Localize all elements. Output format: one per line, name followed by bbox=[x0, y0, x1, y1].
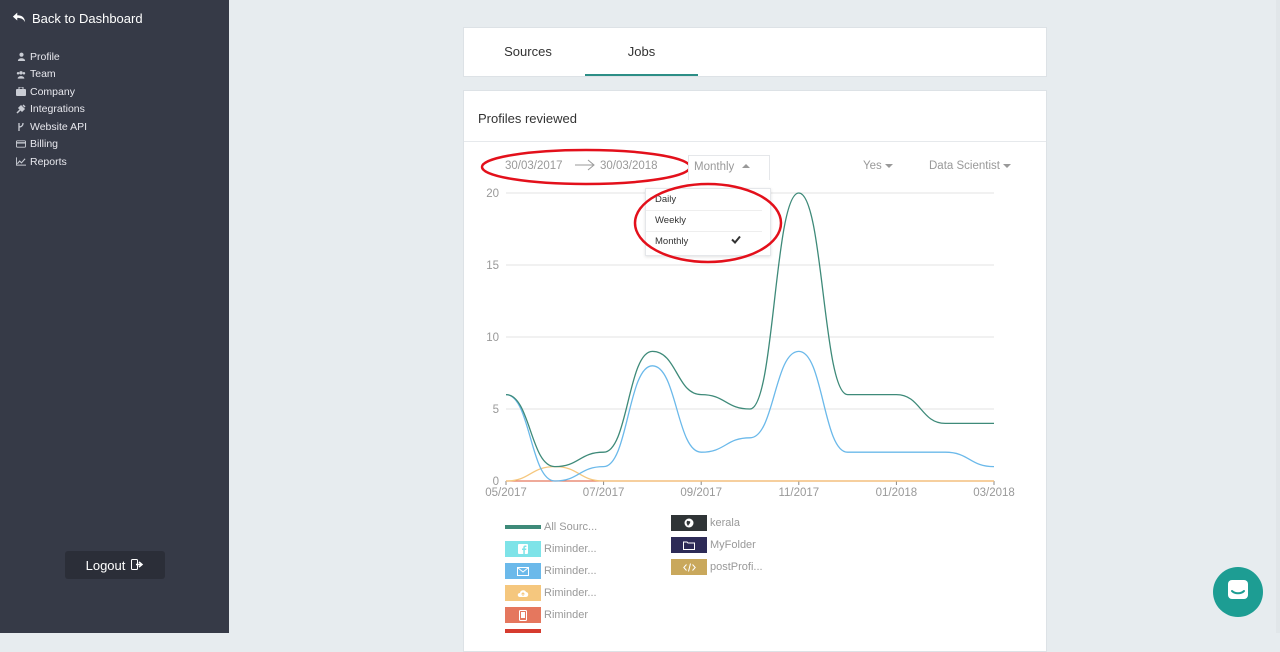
check-icon bbox=[731, 232, 741, 252]
legend-swatch-partial bbox=[505, 629, 541, 633]
back-to-dashboard-link[interactable]: Back to Dashboard bbox=[12, 10, 143, 27]
sidebar-item-label: Team bbox=[30, 68, 56, 81]
tab-sources[interactable]: Sources bbox=[504, 44, 552, 59]
sign-out-icon bbox=[131, 558, 144, 573]
y-tick-label: 10 bbox=[486, 332, 499, 344]
granularity-value: Monthly bbox=[694, 161, 735, 173]
date-to[interactable]: 30/03/2018 bbox=[600, 160, 658, 172]
line-chart-icon bbox=[16, 157, 26, 167]
sidebar-item-reports[interactable]: Reports bbox=[16, 153, 87, 171]
user-icon bbox=[16, 52, 26, 62]
globe-icon bbox=[671, 515, 707, 531]
x-tick-label: 05/2017 bbox=[485, 487, 527, 499]
hired-filter-value: Yes bbox=[863, 160, 882, 172]
sidebar-item-label: Website API bbox=[30, 120, 88, 133]
highlight-ellipse bbox=[633, 182, 783, 264]
caret-down-icon bbox=[884, 160, 893, 172]
option-daily[interactable]: Daily bbox=[655, 194, 677, 205]
option-weekly[interactable]: Weekly bbox=[646, 210, 762, 230]
series-line bbox=[505, 350, 995, 482]
tabs-bar: Sources Jobs bbox=[463, 27, 1047, 77]
chat-icon bbox=[1226, 578, 1250, 607]
legend-item[interactable]: Riminder... bbox=[505, 563, 597, 579]
reply-arrow-icon bbox=[12, 10, 26, 27]
logout-label: Logout bbox=[85, 557, 126, 573]
y-tick-label: 5 bbox=[493, 404, 499, 416]
tablet-icon bbox=[505, 607, 541, 623]
x-tick-label: 07/2017 bbox=[583, 487, 625, 499]
sidebar-item-team[interactable]: Team bbox=[16, 66, 87, 84]
panel-title: Profiles reviewed bbox=[478, 111, 577, 126]
legend-item[interactable]: Riminder bbox=[505, 607, 588, 623]
legend-label: MyFolder bbox=[710, 539, 756, 551]
users-icon bbox=[16, 69, 26, 79]
code-icon bbox=[671, 559, 707, 575]
job-filter[interactable]: Data Scientist bbox=[929, 160, 1012, 172]
x-tick-label: 03/2018 bbox=[973, 487, 1015, 499]
sidebar-item-label: Billing bbox=[30, 138, 59, 151]
x-tick-label: 01/2018 bbox=[876, 487, 918, 499]
arrow-right-icon bbox=[574, 158, 596, 175]
logout-button[interactable]: Logout bbox=[65, 551, 165, 579]
briefcase-icon bbox=[16, 87, 26, 97]
folder-icon bbox=[671, 537, 707, 553]
option-monthly[interactable]: Monthly bbox=[646, 231, 762, 251]
series-line bbox=[505, 192, 994, 468]
legend-label: Riminder... bbox=[544, 565, 597, 577]
legend-item[interactable]: All Sourc... bbox=[505, 519, 597, 535]
caret-down-icon bbox=[1003, 160, 1012, 172]
code-branch-icon bbox=[16, 122, 26, 132]
chat-launcher-button[interactable] bbox=[1213, 567, 1263, 617]
sidebar-item-website-api[interactable]: Website API bbox=[16, 118, 87, 136]
divider bbox=[464, 141, 1046, 142]
x-tick-label: 09/2017 bbox=[680, 487, 722, 499]
legend-label: Riminder... bbox=[544, 543, 597, 555]
legend-label: Riminder... bbox=[544, 587, 597, 599]
facebook-icon bbox=[505, 541, 541, 557]
legend-item[interactable]: MyFolder bbox=[671, 537, 756, 553]
legend-label: All Sourc... bbox=[544, 521, 598, 533]
page-edge bbox=[1276, 0, 1280, 633]
credit-card-icon bbox=[16, 139, 26, 149]
y-tick-label: 15 bbox=[486, 260, 499, 272]
envelope-icon bbox=[505, 563, 541, 579]
option-monthly-label: Monthly bbox=[655, 236, 689, 247]
sidebar-item-billing[interactable]: Billing bbox=[16, 136, 87, 154]
hired-filter[interactable]: Yes bbox=[863, 160, 893, 172]
legend-label: kerala bbox=[710, 517, 740, 529]
plug-icon bbox=[16, 104, 26, 114]
legend-label: Riminder bbox=[544, 609, 589, 621]
x-tick-label: 11/2017 bbox=[778, 487, 819, 499]
tab-jobs[interactable]: Jobs bbox=[585, 28, 698, 76]
sidebar-item-label: Integrations bbox=[30, 103, 85, 116]
legend-item[interactable]: postProfi... bbox=[671, 559, 763, 575]
profiles-line-chart: 0 5 10 15 20 05/2017 07/2017 09/2017 11/2017 01/2… bbox=[485, 188, 1015, 499]
legend-label: postProfi... bbox=[710, 561, 763, 573]
sidebar: Back to Dashboard Profile Team Company I… bbox=[0, 0, 229, 633]
granularity-select[interactable]: Monthly bbox=[688, 155, 770, 180]
y-tick-label: 20 bbox=[486, 188, 499, 200]
cloud-upload-icon bbox=[505, 585, 541, 601]
date-from[interactable]: 30/03/2017 bbox=[505, 160, 563, 172]
sidebar-item-label: Reports bbox=[30, 155, 67, 168]
sidebar-item-label: Profile bbox=[30, 50, 60, 63]
series-line bbox=[505, 465, 994, 482]
legend-item[interactable]: kerala bbox=[671, 515, 740, 531]
sidebar-item-label: Company bbox=[30, 85, 75, 98]
back-label: Back to Dashboard bbox=[32, 11, 143, 26]
caret-up-icon bbox=[742, 161, 750, 173]
granularity-dropdown: Daily Weekly Monthly bbox=[645, 188, 771, 256]
legend-item[interactable]: Riminder... bbox=[505, 585, 597, 601]
sidebar-item-profile[interactable]: Profile bbox=[16, 48, 87, 66]
sidebar-item-company[interactable]: Company bbox=[16, 83, 87, 101]
job-filter-value: Data Scientist bbox=[929, 160, 1000, 172]
y-tick-label: 0 bbox=[493, 476, 499, 488]
legend-item[interactable]: Riminder... bbox=[505, 541, 597, 557]
sidebar-nav: Profile Team Company Integrations Websit… bbox=[16, 48, 87, 171]
line-swatch-icon bbox=[505, 519, 541, 535]
sidebar-item-integrations[interactable]: Integrations bbox=[16, 101, 87, 119]
